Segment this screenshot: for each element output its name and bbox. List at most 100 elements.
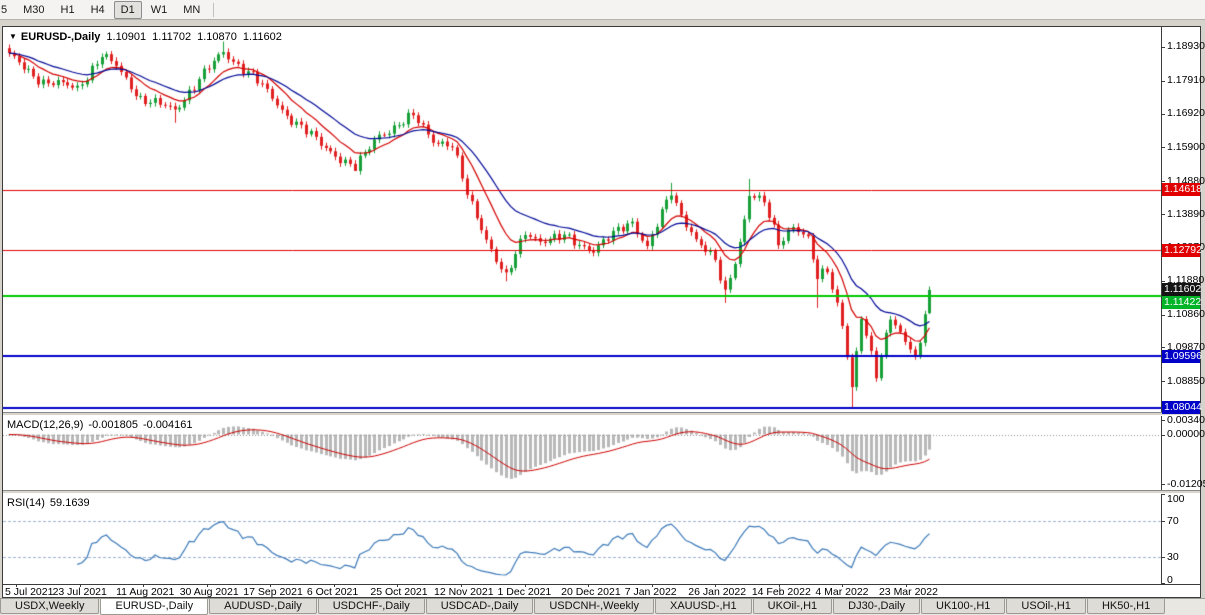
time-axis-label: 14 Feb 2022	[751, 586, 811, 598]
time-axis-tick	[906, 584, 907, 587]
time-axis-tick	[334, 584, 335, 587]
chart-tab-ukoil-h1[interactable]: UKOil-,H1	[752, 599, 833, 614]
time-axis-border	[3, 584, 1200, 585]
time-axis-label: 1 Dec 2021	[497, 586, 552, 598]
time-axis-tick	[525, 584, 526, 587]
price-axis-tick	[1161, 381, 1165, 382]
timeframe-button-mn[interactable]: MN	[183, 3, 201, 16]
price-chart-canvas[interactable]	[3, 27, 1161, 412]
macd-axis-tick	[1161, 484, 1165, 485]
rsi-indicator-canvas[interactable]	[3, 494, 1161, 584]
chart-tab-audusd-daily[interactable]: AUDUSD-,Daily	[209, 599, 317, 614]
time-axis-label: 30 Aug 2021	[179, 586, 239, 598]
time-axis-tick	[397, 584, 398, 587]
macd-axis-label: 0.003408	[1167, 413, 1205, 426]
price-axis-tick	[1161, 315, 1165, 316]
time-axis-tick	[270, 584, 271, 587]
time-axis-tick	[16, 584, 17, 587]
price-axis-label: 1.09870	[1167, 340, 1205, 353]
timeframe-toolbar: 5 M30 H1 H4 D1 W1 MN	[0, 0, 1205, 20]
price-level-badge: 1.12792	[1162, 243, 1202, 257]
timeframe-button-h4[interactable]: H4	[90, 3, 105, 16]
time-axis-label: 23 Jul 2021	[52, 586, 107, 598]
ohlc-high-value: 1.11702	[152, 31, 192, 43]
pane-splitter-macd[interactable]	[3, 412, 1200, 416]
macd-indicator-canvas[interactable]	[3, 416, 1161, 490]
chart-tab-eurusd-daily[interactable]: EURUSD-,Daily	[100, 599, 209, 615]
timeframe-button-d1[interactable]: D1	[113, 0, 142, 19]
chart-tab-usoil-h1[interactable]: USOil-,H1	[1006, 599, 1086, 614]
time-axis-label: 7 Jan 2022	[624, 586, 677, 598]
macd-main-value: -0.001805	[88, 419, 138, 431]
price-level-badge: 1.09596	[1162, 349, 1202, 363]
macd-axis-tick	[1161, 420, 1165, 421]
price-level-badge: 1.14618	[1162, 183, 1202, 197]
ohlc-open-value: 1.10901	[106, 31, 147, 43]
time-axis-label: 25 Oct 2021	[370, 586, 428, 598]
price-axis-tick	[1161, 347, 1165, 348]
chart-dropdown-icon[interactable]: ▼	[9, 32, 17, 41]
chart-tab-dj30-daily[interactable]: DJ30-,Daily	[833, 599, 920, 614]
price-axis-tick	[1161, 181, 1165, 182]
rsi-axis-tick	[1161, 521, 1165, 522]
time-axis-tick	[715, 584, 716, 587]
rsi-indicator-label: RSI(14) 59.1639	[7, 497, 90, 509]
macd-axis-label: 0.000000	[1167, 428, 1205, 440]
time-axis-label: 5 Jul 2021	[5, 586, 54, 598]
price-axis-label: 1.10860	[1167, 308, 1205, 320]
time-axis-tick	[80, 584, 81, 587]
price-level-badge: 1.08044	[1162, 401, 1202, 415]
macd-axis-tick	[1161, 435, 1165, 436]
price-axis-label: 1.15900	[1167, 140, 1205, 153]
ohlc-low-value: 1.10870	[197, 31, 237, 43]
time-axis-label: 11 Aug 2021	[116, 586, 175, 598]
timeframe-button-h1[interactable]: H1	[60, 3, 75, 16]
price-axis-tick	[1161, 114, 1165, 115]
price-axis-label: 1.08850	[1167, 374, 1205, 387]
chart-tab-usdx-weekly[interactable]: USDX,Weekly	[0, 599, 100, 614]
rsi-name: RSI(14)	[7, 497, 45, 509]
time-axis-tick	[461, 584, 462, 587]
pane-splitter-rsi[interactable]	[3, 490, 1200, 494]
price-axis-label: 1.13890	[1167, 207, 1205, 220]
timeframe-button-m30[interactable]: M30	[23, 3, 45, 16]
chart-tab-xauusd-h1[interactable]: XAUUSD-,H1	[655, 599, 752, 614]
ohlc-close-value: 1.11602	[242, 31, 282, 43]
time-axis-label: 20 Dec 2021	[561, 586, 621, 598]
chart-tab-usdcad-daily[interactable]: USDCAD-,Daily	[425, 599, 534, 614]
time-axis-tick	[779, 584, 780, 587]
chart-tab-usdcnh-weekly[interactable]: USDCNH-,Weekly	[534, 599, 654, 614]
toolbar-separator	[213, 2, 215, 17]
macd-name: MACD(12,26,9)	[7, 419, 84, 431]
macd-axis-border	[1161, 416, 1162, 490]
timeframe-button-w1[interactable]: W1	[150, 3, 168, 16]
price-axis-tick	[1161, 47, 1165, 48]
rsi-axis-tick	[1161, 557, 1165, 558]
chart-window: ▼ EURUSD-,Daily 1.10901 1.11702 1.10870 1.116…	[2, 26, 1205, 598]
price-axis-label: 1.17910	[1167, 74, 1205, 87]
price-axis-border	[1161, 27, 1162, 412]
rsi-axis-tick	[1161, 583, 1165, 584]
price-axis-label: 1.16920	[1167, 107, 1205, 120]
rsi-axis-label: 0	[1167, 574, 1173, 586]
chart-tab-uk100-h1[interactable]: UK100-,H1	[921, 599, 1006, 614]
chart-tab-usdchf-daily[interactable]: USDCHF-,Daily	[317, 599, 425, 614]
price-level-badge: 1.11602	[1162, 283, 1202, 297]
rsi-axis-border	[1161, 494, 1162, 584]
chart-symbol-label: EURUSD-,Daily	[20, 31, 101, 43]
rsi-value: 59.1639	[49, 497, 90, 509]
time-axis-label: 12 Nov 2021	[433, 586, 494, 598]
price-axis-tick	[1161, 147, 1165, 148]
rsi-axis-label: 70	[1167, 514, 1179, 527]
chart-tab-hk50-h1[interactable]: HK50-,H1	[1086, 599, 1166, 614]
price-level-badge: 1.11422	[1162, 296, 1202, 310]
time-axis-label: 4 Mar 2022	[815, 586, 869, 598]
time-axis-label: 6 Oct 2021	[306, 586, 359, 598]
rsi-axis-tick	[1161, 494, 1165, 495]
timeframe-button-5[interactable]: 5	[1, 3, 8, 16]
rsi-axis-label: 30	[1167, 550, 1179, 563]
time-axis-tick	[842, 584, 843, 587]
time-axis-label: 26 Jan 2022	[688, 586, 747, 598]
time-axis-tick	[143, 584, 144, 587]
time-axis-label: 17 Sep 2021	[243, 586, 303, 598]
